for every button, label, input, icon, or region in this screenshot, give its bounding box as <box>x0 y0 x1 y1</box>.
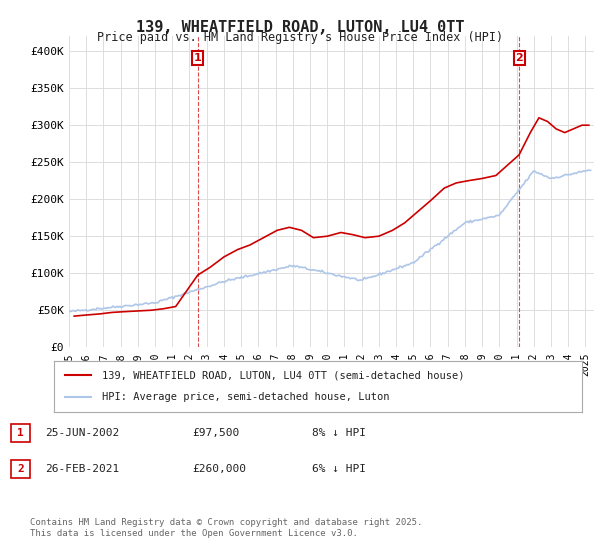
Text: HPI: Average price, semi-detached house, Luton: HPI: Average price, semi-detached house,… <box>101 393 389 403</box>
Text: 25-JUN-2002: 25-JUN-2002 <box>45 428 119 438</box>
Text: 26-FEB-2021: 26-FEB-2021 <box>45 464 119 474</box>
Text: 1: 1 <box>194 53 202 63</box>
Text: 1: 1 <box>17 428 24 438</box>
Text: Price paid vs. HM Land Registry's House Price Index (HPI): Price paid vs. HM Land Registry's House … <box>97 31 503 44</box>
Text: £97,500: £97,500 <box>192 428 239 438</box>
Text: 2: 2 <box>515 53 523 63</box>
Text: £260,000: £260,000 <box>192 464 246 474</box>
Text: 8% ↓ HPI: 8% ↓ HPI <box>312 428 366 438</box>
Text: 2: 2 <box>17 464 24 474</box>
Text: 139, WHEATFIELD ROAD, LUTON, LU4 0TT: 139, WHEATFIELD ROAD, LUTON, LU4 0TT <box>136 20 464 35</box>
FancyBboxPatch shape <box>11 460 30 478</box>
Text: Contains HM Land Registry data © Crown copyright and database right 2025.
This d: Contains HM Land Registry data © Crown c… <box>30 518 422 538</box>
FancyBboxPatch shape <box>11 424 30 442</box>
Text: 6% ↓ HPI: 6% ↓ HPI <box>312 464 366 474</box>
Text: 139, WHEATFIELD ROAD, LUTON, LU4 0TT (semi-detached house): 139, WHEATFIELD ROAD, LUTON, LU4 0TT (se… <box>101 370 464 380</box>
